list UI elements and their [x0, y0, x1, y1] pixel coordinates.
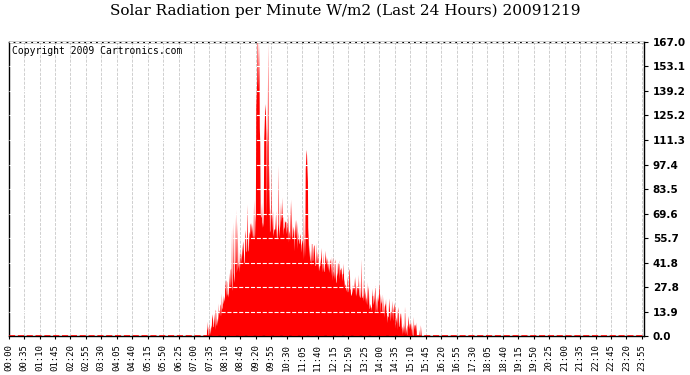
Text: Solar Radiation per Minute W/m2 (Last 24 Hours) 20091219: Solar Radiation per Minute W/m2 (Last 24… — [110, 4, 580, 18]
Text: Copyright 2009 Cartronics.com: Copyright 2009 Cartronics.com — [12, 46, 182, 56]
